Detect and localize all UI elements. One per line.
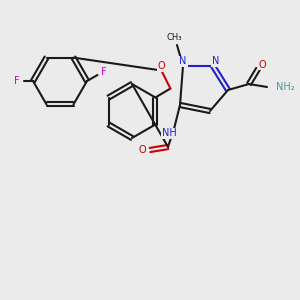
Text: N: N: [212, 56, 220, 67]
Text: F: F: [14, 76, 19, 86]
Text: CH₃: CH₃: [166, 33, 182, 42]
Text: N: N: [179, 56, 187, 67]
Text: O: O: [259, 59, 266, 70]
Text: NH: NH: [162, 128, 177, 139]
Text: NH₂: NH₂: [276, 82, 295, 92]
Text: O: O: [158, 61, 165, 71]
Text: O: O: [139, 145, 146, 155]
Text: F: F: [101, 67, 106, 77]
